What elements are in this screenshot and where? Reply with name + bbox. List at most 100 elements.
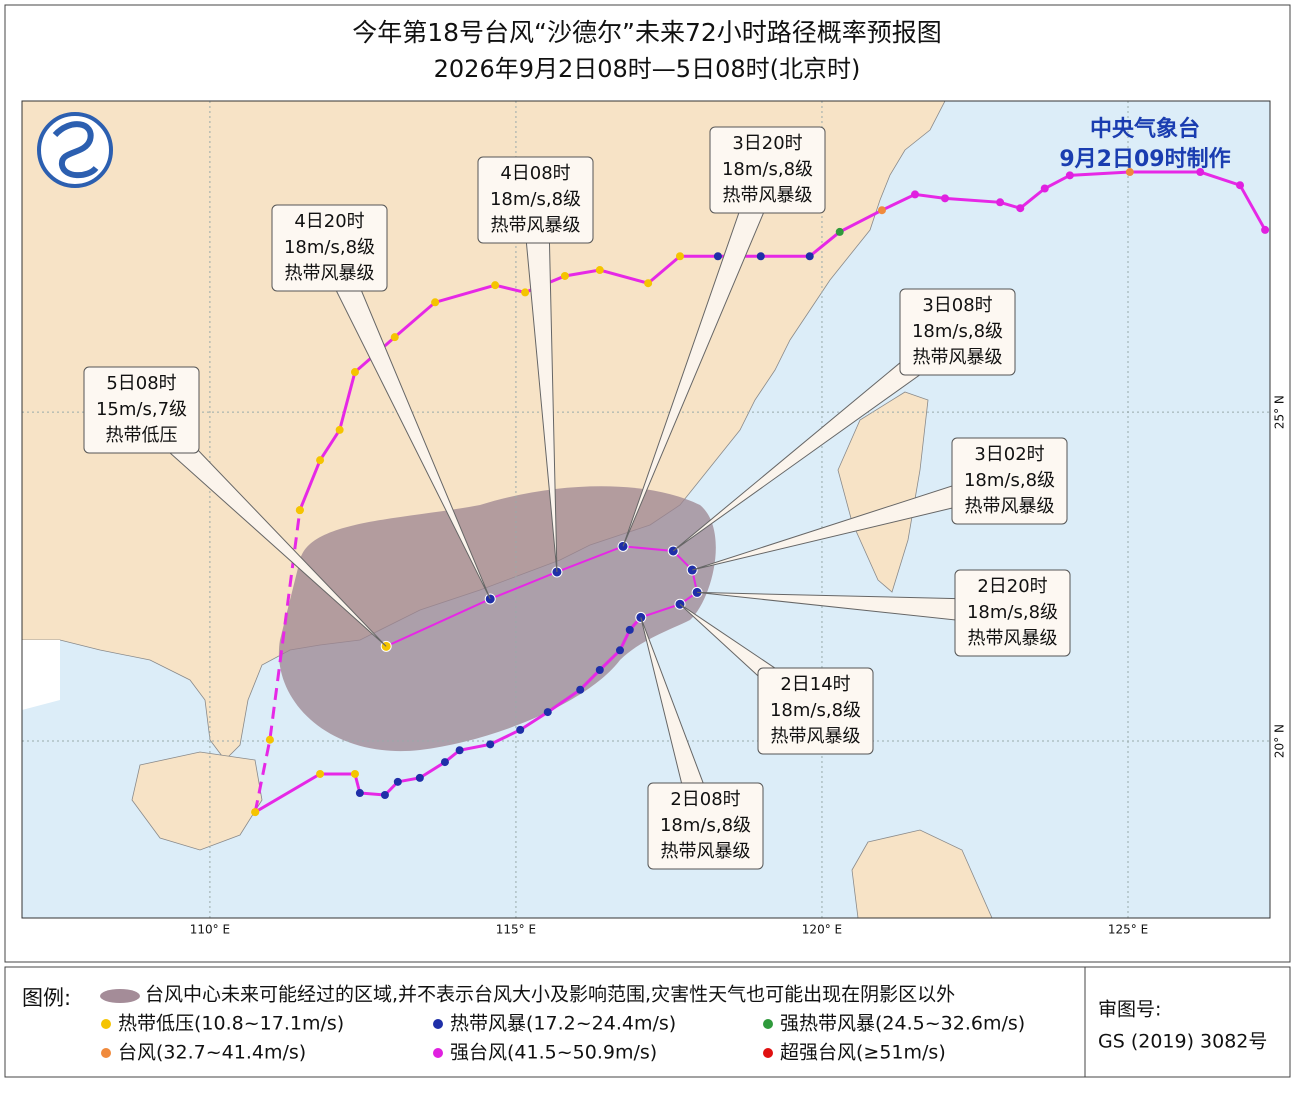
callout-box (899, 288, 1016, 376)
callout-grade: 热带低压 (106, 425, 178, 446)
legend-dot (433, 1019, 443, 1029)
past-point (595, 266, 604, 275)
taiwan (837, 391, 929, 593)
callout-time: 4日20时 (294, 211, 364, 232)
past-point (355, 789, 364, 798)
legend-dot (763, 1048, 773, 1058)
x-tick-label: 125° E (1108, 923, 1148, 937)
x-tick-label: 110° E (190, 923, 230, 937)
callout-grade: 热带风暴级 (968, 628, 1058, 649)
past-point (316, 456, 325, 465)
past-point (316, 769, 325, 778)
callout-box (477, 156, 594, 244)
past-point (265, 735, 274, 744)
cone-key (100, 989, 140, 1003)
callout-box (83, 366, 200, 454)
callout-grade: 热带风暴级 (491, 215, 581, 236)
callout-box (757, 667, 874, 755)
hainan (131, 751, 263, 851)
callout-wind: 18m/s,8级 (967, 602, 1058, 623)
legend-label: 强热带风暴(24.5~32.6m/s) (780, 1013, 1025, 1035)
cone-note: 台风中心未来可能经过的区域,并不表示台风大小及影响范围,灾害性天气也可能出现在阴… (145, 984, 955, 1006)
past-point (877, 206, 886, 215)
past-point (940, 194, 949, 203)
legend-label: 热带低压(10.8~17.1m/s) (118, 1013, 344, 1035)
callout-grade: 热带风暴级 (965, 496, 1055, 517)
past-point (560, 271, 569, 280)
past-point (675, 252, 684, 261)
title: 今年第18号台风“沙德尔”未来72小时路径概率预报图 (352, 18, 942, 47)
legend-box (4, 966, 1291, 1078)
legend-dot (433, 1048, 443, 1058)
axis-labels: 110° E 115° E 120° E 125° E 20° N 25° N (190, 395, 1287, 936)
legend-label: 超强台风(≥51m/s) (780, 1042, 946, 1064)
past-point (595, 666, 604, 675)
callout-wind: 18m/s,8级 (722, 159, 813, 180)
x-tick-label: 115° E (496, 923, 536, 937)
past-point (440, 758, 449, 767)
past-point (516, 725, 525, 734)
callout-time: 3日20时 (732, 133, 802, 154)
callout-time: 4日08时 (500, 163, 570, 184)
callout-wind: 18m/s,8级 (770, 700, 861, 721)
past-point (350, 769, 359, 778)
past-point (1040, 184, 1049, 193)
past-point (911, 190, 920, 199)
callout-time: 2日08时 (670, 789, 740, 810)
past-point (350, 368, 359, 377)
past-point (491, 281, 500, 290)
land-west (22, 640, 60, 710)
callout-grade: 热带风暴级 (913, 347, 1003, 368)
map: 2日08时18m/s,8级热带风暴级2日14时18m/s,8级热带风暴级2日20… (22, 101, 1270, 918)
callout-time: 3日08时 (922, 295, 992, 316)
callout-time: 2日14时 (780, 674, 850, 695)
callout-grade: 热带风暴级 (285, 263, 375, 284)
legend-label: 强台风(41.5~50.9m/s) (450, 1042, 657, 1064)
legend-dot (101, 1019, 111, 1029)
callouts: 2日08时18m/s,8级热带风暴级2日14时18m/s,8级热带风暴级2日20… (83, 126, 1071, 870)
past-point (415, 773, 424, 782)
callout-wind: 18m/s,8级 (964, 470, 1055, 491)
past-point (1196, 168, 1205, 177)
callout-box (709, 126, 826, 214)
past-point (713, 252, 722, 261)
past-point (805, 252, 814, 261)
callout-wind: 18m/s,8级 (284, 237, 375, 258)
callout-wind: 18m/s,8级 (490, 189, 581, 210)
past-point (625, 625, 634, 634)
review-number: GS (2019) 3082号 (1098, 1031, 1267, 1053)
callout-box (954, 569, 1071, 657)
callout-grade: 热带风暴级 (661, 841, 751, 862)
callout-time: 3日02时 (974, 444, 1044, 465)
logo-mark (52, 121, 99, 179)
callout-grade: 热带风暴级 (723, 185, 813, 206)
past-point (455, 746, 464, 755)
callout-wind: 18m/s,8级 (912, 321, 1003, 342)
callout-time: 5日08时 (106, 373, 176, 394)
past-point (1125, 168, 1134, 177)
past-point (486, 740, 495, 749)
callout-wind: 18m/s,8级 (660, 815, 751, 836)
y-tick-label: 25° N (1273, 395, 1287, 429)
past-point (1261, 225, 1270, 234)
legend-dot (763, 1019, 773, 1029)
past-point (251, 808, 260, 817)
legend-label: 台风(32.7~41.4m/s) (118, 1042, 306, 1064)
luzon (851, 829, 993, 918)
legend-levels: 热带低压(10.8~17.1m/s) 热带风暴(17.2~24.4m/s) 强热带风… (101, 1013, 1025, 1064)
past-point (1065, 171, 1074, 180)
past-point (1016, 204, 1025, 213)
past-point (1236, 181, 1245, 190)
callout-box (647, 782, 764, 870)
legend-dot (101, 1048, 111, 1058)
map-border (21, 100, 1271, 919)
subtitle: 2026年9月2日08时—5日08时(北京时) (434, 55, 861, 83)
y-tick-label: 20° N (1273, 724, 1287, 758)
legend-title: 图例: (22, 986, 71, 1010)
callout-box (271, 204, 388, 292)
callout-box (951, 437, 1068, 525)
past-point (393, 777, 402, 786)
past-point (756, 252, 765, 261)
